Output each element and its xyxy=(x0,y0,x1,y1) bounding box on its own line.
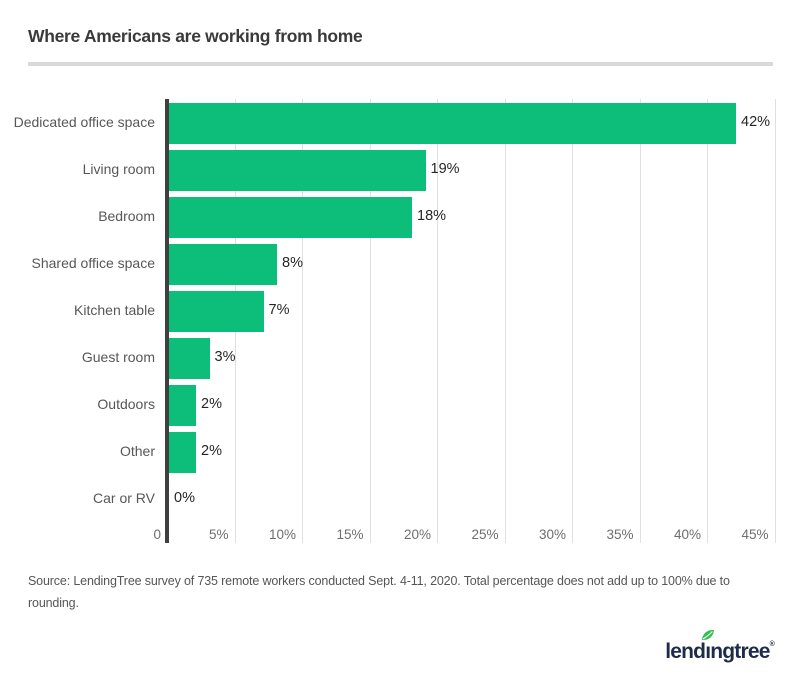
category-label: Living room xyxy=(82,161,155,177)
gridline xyxy=(774,99,776,543)
logo-letter-i: ı xyxy=(702,630,715,664)
x-tick-label: 25% xyxy=(471,527,499,542)
category-label: Outdoors xyxy=(97,396,155,412)
category-label: Other xyxy=(119,443,155,459)
value-label: 0% xyxy=(174,490,195,506)
source-note: Source: LendingTree survey of 735 remote… xyxy=(28,574,730,610)
x-tick-label: 30% xyxy=(538,527,566,542)
x-tick-label: 40% xyxy=(673,527,701,542)
value-label: 18% xyxy=(417,208,447,224)
logo-text-ngtree: ngtree xyxy=(710,640,770,663)
value-label: 8% xyxy=(282,255,303,271)
gridline xyxy=(437,99,438,543)
gridline xyxy=(369,99,371,543)
gridline xyxy=(639,99,641,543)
x-tick-label: 20% xyxy=(403,527,431,542)
x-tick-label: 0 xyxy=(153,527,161,542)
y-axis-line xyxy=(165,99,169,543)
gridline xyxy=(504,99,506,543)
category-label: Guest room xyxy=(81,349,155,365)
bar xyxy=(169,291,264,332)
category-label: Dedicated office space xyxy=(13,114,155,130)
x-tick-label: 15% xyxy=(336,527,364,542)
lendingtree-logo: lendı ngtree® xyxy=(665,630,775,664)
gridline xyxy=(302,99,303,543)
bar xyxy=(169,103,736,144)
bar xyxy=(169,197,412,238)
x-tick-label: 35% xyxy=(606,527,634,542)
category-label: Car or RV xyxy=(93,490,155,506)
chart-title: Where Americans are working from home xyxy=(28,26,363,46)
gridline xyxy=(572,99,573,543)
value-label: 2% xyxy=(201,396,222,412)
bar-chart: Dedicated office space 42% Living room 19% B… xyxy=(0,99,800,559)
x-tick-label: 45% xyxy=(741,527,769,542)
leaf-icon xyxy=(702,630,715,640)
bar xyxy=(169,150,426,191)
value-label: 42% xyxy=(741,114,771,130)
value-label: 2% xyxy=(201,443,222,459)
x-tick-label: 10% xyxy=(268,527,296,542)
x-tick-label: 5% xyxy=(208,527,229,542)
category-label: Bedroom xyxy=(98,208,155,224)
bar xyxy=(169,338,210,379)
bar xyxy=(169,432,196,473)
category-label: Shared office space xyxy=(31,255,156,271)
registered-mark: ® xyxy=(769,641,775,648)
value-label: 3% xyxy=(214,349,236,365)
value-label: 7% xyxy=(268,302,290,318)
value-label: 19% xyxy=(430,161,460,177)
logo-text-lend: lend xyxy=(665,640,706,663)
gridline xyxy=(707,99,708,543)
title-divider xyxy=(28,62,773,66)
category-label: Kitchen table xyxy=(74,302,155,318)
bar xyxy=(169,385,196,426)
bar xyxy=(169,244,277,285)
